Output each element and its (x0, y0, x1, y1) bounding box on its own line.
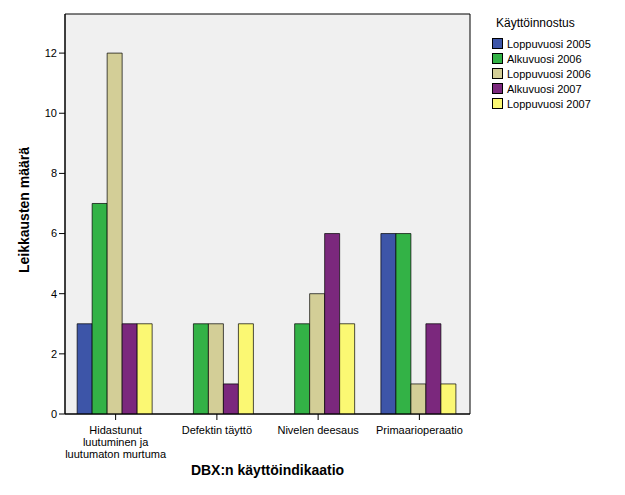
html-text:Leikkausten määrä: Leikkausten määrä (16, 147, 32, 273)
svg-text:10: 10 (45, 107, 57, 119)
svg-text:8: 8 (51, 167, 57, 179)
html-text:Alkuvuosi 2007: Alkuvuosi 2007 (507, 82, 582, 95)
html-text:DBX:n käyttöindikaatio: DBX:n käyttöindikaatio (190, 462, 345, 478)
svg-text:Nivelen deesaus: Nivelen deesaus (277, 424, 359, 436)
html-text:Loppuvuosi 2005: Loppuvuosi 2005 (507, 37, 591, 50)
svg-text:Defektin täyttö: Defektin täyttö (182, 424, 252, 436)
svg-text:12: 12 (45, 47, 57, 59)
html-text:Loppuvuosi 2007: Loppuvuosi 2007 (507, 97, 591, 110)
svg-text:4: 4 (51, 288, 57, 300)
svg-text:0: 0 (51, 408, 57, 420)
svg-text:2: 2 (51, 348, 57, 360)
svg-text:6: 6 (51, 227, 57, 239)
svg-text:Primaarioperaatio: Primaarioperaatio (376, 424, 463, 436)
html-text:Loppuvuosi 2006: Loppuvuosi 2006 (507, 67, 591, 80)
html-text:Alkuvuosi 2006: Alkuvuosi 2006 (507, 52, 582, 65)
svg-text:Hidastunutluutuminen jaluutuma: Hidastunutluutuminen jaluutumaton murtum… (65, 424, 167, 460)
html-text:Käyttöinnostus: Käyttöinnostus (496, 16, 575, 30)
